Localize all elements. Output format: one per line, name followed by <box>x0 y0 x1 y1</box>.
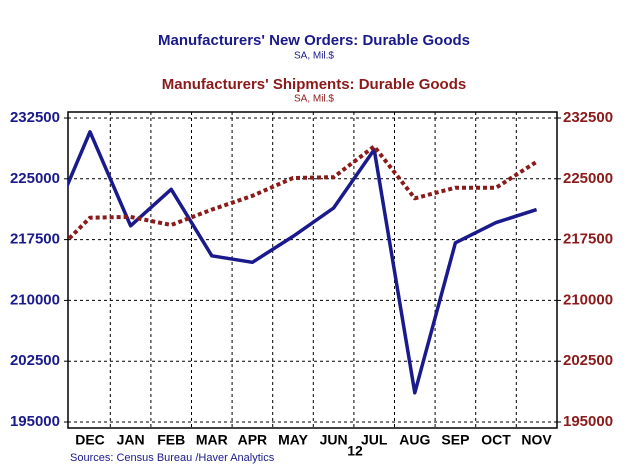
series-units: SA, Mil.$ <box>294 51 334 62</box>
y-tick-label: 210000 <box>10 291 60 308</box>
x-tick-label: JUL <box>361 432 388 448</box>
x-tick-label: MAY <box>278 432 308 448</box>
y2-tick-label: 232500 <box>563 109 613 126</box>
y-tick-label: 202500 <box>10 352 60 369</box>
y2-tick-label: 202500 <box>563 352 613 369</box>
series-units: SA, Mil.$ <box>294 94 334 105</box>
x-tick-label: JUN <box>320 432 348 448</box>
y2-tick-label: 210000 <box>563 291 613 308</box>
y2-tick-label: 195000 <box>563 413 613 430</box>
y-tick-label: 232500 <box>10 109 60 126</box>
series-line <box>68 130 538 395</box>
series-line <box>68 144 538 243</box>
x-tick-label: AUG <box>399 432 430 448</box>
x-tick-label: NOV <box>521 432 552 448</box>
source: Sources: Census Bureau /Haver Analytics <box>70 452 275 464</box>
year-label: 12 <box>347 443 363 459</box>
plot-area <box>68 130 538 395</box>
x-tick-label: SEP <box>441 432 469 448</box>
y2-tick-label: 225000 <box>563 170 613 187</box>
x-tick-label: JAN <box>117 432 145 448</box>
y-tick-label: 225000 <box>10 170 60 187</box>
x-tick-label: DEC <box>75 432 105 448</box>
x-tick-label: APR <box>238 432 268 448</box>
y-tick-label: 217500 <box>10 231 60 248</box>
series-title: Manufacturers' Shipments: Durable Goods <box>162 76 466 93</box>
y2-tick-label: 217500 <box>563 231 613 248</box>
x-tick-label: MAR <box>196 432 228 448</box>
y-tick-label: 195000 <box>10 413 60 430</box>
x-tick-label: OCT <box>481 432 511 448</box>
series-title: Manufacturers' New Orders: Durable Goods <box>158 32 470 49</box>
plot-frame <box>67 111 558 429</box>
x-tick-label: FEB <box>157 432 185 448</box>
